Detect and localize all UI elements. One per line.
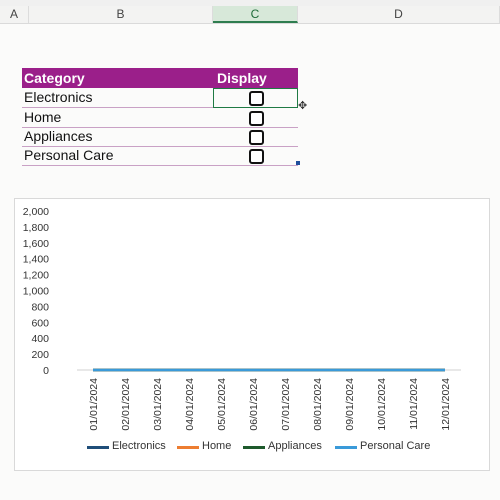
- x-tick-label: 02/01/2024: [120, 378, 132, 431]
- x-tick-label: 04/01/2024: [184, 378, 196, 431]
- legend-swatch: [243, 446, 265, 449]
- x-tick-label: 06/01/2024: [248, 378, 260, 431]
- category-header: Category: [24, 70, 85, 86]
- x-tick-label: 10/01/2024: [376, 378, 388, 431]
- table-row: Appliances: [22, 127, 298, 147]
- legend-label: Electronics: [112, 440, 166, 452]
- y-tick-label: 1,800: [23, 222, 49, 234]
- legend-label: Appliances: [268, 440, 322, 452]
- display-checkbox[interactable]: [249, 149, 264, 164]
- column-header-bar: A B C D: [0, 6, 500, 24]
- y-tick-label: 2,000: [23, 206, 49, 218]
- x-tick-label: 07/01/2024: [280, 378, 292, 431]
- category-label: Personal Care: [24, 147, 114, 163]
- category-label: Home: [24, 109, 62, 125]
- y-tick-label: 800: [31, 301, 49, 313]
- table-row: Personal Care: [22, 146, 298, 166]
- table-resize-handle[interactable]: [296, 161, 300, 165]
- display-checkbox[interactable]: [249, 111, 264, 126]
- legend-swatch: [177, 446, 199, 449]
- y-tick-label: 600: [31, 317, 49, 329]
- x-tick-label: 01/01/2024: [88, 378, 100, 431]
- line-chart[interactable]: 2,000 1,800 1,600 1,400 1,200 1,000 800 600 400 2…: [14, 198, 490, 471]
- column-header-c[interactable]: C: [213, 6, 298, 23]
- table-header: Category Display: [22, 68, 298, 88]
- chart-plot: 2,000 1,800 1,600 1,400 1,200 1,000 800 600 400 2…: [23, 206, 461, 431]
- column-header-d[interactable]: D: [298, 6, 500, 23]
- chart-legend: Electronics Home Appliances Personal Care: [15, 439, 489, 455]
- move-cursor-icon: ✥: [298, 100, 308, 112]
- x-tick-label: 12/01/2024: [440, 378, 452, 431]
- y-tick-label: 1,000: [23, 286, 49, 298]
- x-tick-label: 11/01/2024: [408, 378, 420, 430]
- y-tick-label: 0: [43, 365, 49, 377]
- column-header-a[interactable]: A: [0, 6, 29, 23]
- x-tick-label: 05/01/2024: [216, 378, 228, 431]
- y-tick-label: 400: [31, 333, 49, 345]
- y-tick-label: 200: [31, 349, 49, 361]
- legend-label: Home: [202, 440, 232, 452]
- table-row: Home: [22, 108, 298, 128]
- category-label: Electronics: [24, 89, 93, 105]
- x-tick-label: 09/01/2024: [344, 378, 356, 431]
- y-tick-label: 1,400: [23, 254, 49, 266]
- legend-label: Personal Care: [360, 440, 431, 452]
- display-checkbox[interactable]: [249, 91, 264, 106]
- category-label: Appliances: [24, 128, 93, 144]
- x-tick-label: 03/01/2024: [152, 378, 164, 431]
- legend-swatch: [335, 446, 357, 449]
- display-header: Display: [217, 70, 267, 86]
- top-strip: [0, 0, 500, 6]
- column-header-b[interactable]: B: [29, 6, 213, 23]
- x-tick-label: 08/01/2024: [312, 378, 324, 431]
- y-tick-label: 1,600: [23, 238, 49, 250]
- table-row: Electronics: [22, 88, 298, 108]
- display-checkbox[interactable]: [249, 130, 264, 145]
- y-tick-label: 1,200: [23, 270, 49, 282]
- legend-swatch: [87, 446, 109, 449]
